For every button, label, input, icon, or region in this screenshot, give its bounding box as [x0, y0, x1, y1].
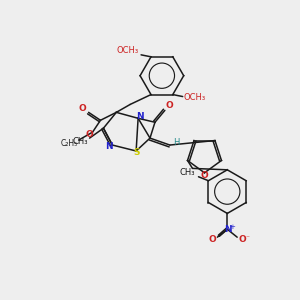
Text: O: O	[208, 235, 216, 244]
Text: O: O	[238, 235, 246, 244]
Text: OCH₃: OCH₃	[116, 46, 138, 56]
Text: O: O	[166, 101, 174, 110]
Text: C₂H₅: C₂H₅	[60, 139, 77, 148]
Text: N: N	[106, 142, 113, 151]
Text: N: N	[136, 112, 144, 121]
Text: O: O	[79, 104, 86, 113]
Text: ⁻: ⁻	[245, 234, 249, 243]
Text: H: H	[174, 138, 180, 147]
Text: O: O	[86, 130, 93, 139]
Text: S: S	[133, 148, 140, 158]
Text: +: +	[229, 224, 235, 230]
Text: CH₃: CH₃	[180, 168, 195, 177]
Text: N: N	[224, 225, 232, 234]
Text: OCH₃: OCH₃	[184, 93, 206, 102]
Text: O: O	[201, 171, 208, 180]
Text: CH₃: CH₃	[73, 136, 88, 146]
